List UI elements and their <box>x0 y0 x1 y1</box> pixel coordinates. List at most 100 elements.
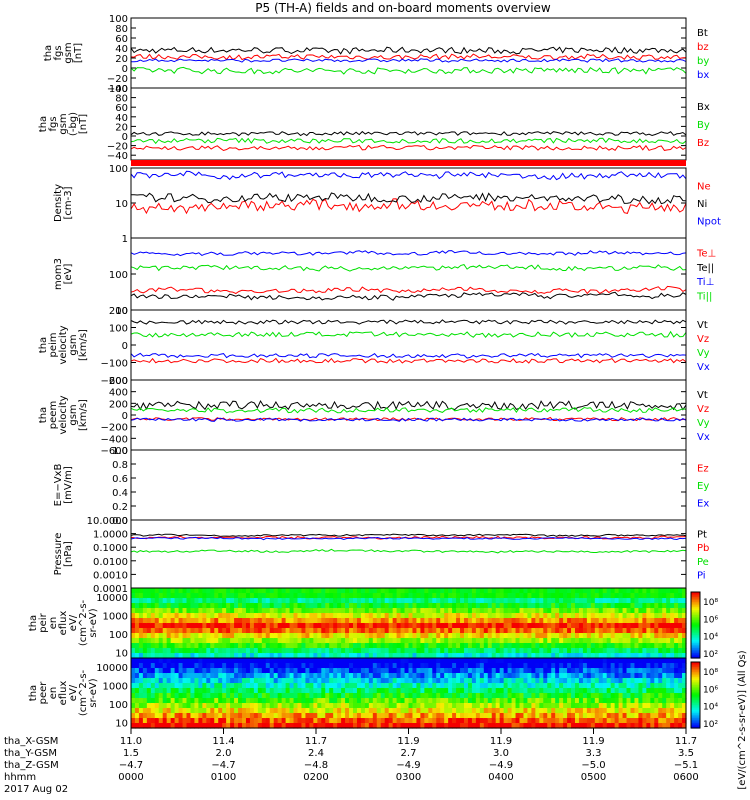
heatmap-cell <box>634 598 640 604</box>
heatmap-cell <box>539 633 544 639</box>
heatmap-cell <box>150 683 156 689</box>
heatmap-cell <box>337 608 342 614</box>
heatmap-cell <box>404 658 410 664</box>
heatmap-cell <box>186 683 192 689</box>
heatmap-cell <box>277 628 283 634</box>
heatmap-cell <box>269 593 275 599</box>
heatmap-cell <box>245 713 251 719</box>
heatmap-cell <box>360 588 366 594</box>
heatmap-cell <box>495 598 501 604</box>
heatmap-cell <box>353 633 358 639</box>
heatmap-cell <box>186 618 192 624</box>
heatmap-cell <box>507 708 513 714</box>
heatmap-cell <box>285 638 291 644</box>
heatmap-cell <box>590 663 596 669</box>
series-line-ne <box>130 198 687 215</box>
heatmap-cell <box>436 703 441 709</box>
heatmap-cell <box>606 643 612 649</box>
heatmap-cell <box>154 648 160 654</box>
heatmap-cell <box>539 703 544 709</box>
heatmap-cell <box>174 638 180 644</box>
xtick-label-y: 2.4 <box>308 748 324 759</box>
heatmap-cell <box>658 618 663 624</box>
heatmap-cell <box>178 613 184 619</box>
heatmap-cell <box>638 723 643 729</box>
heatmap-cell <box>567 588 572 594</box>
heatmap-cell <box>349 663 354 669</box>
heatmap-cell <box>646 653 651 659</box>
heatmap-cell <box>380 678 386 684</box>
heatmap-cell <box>670 613 675 619</box>
heatmap-cell <box>345 588 350 594</box>
heatmap-cell <box>456 588 461 594</box>
heatmap-cell <box>519 668 525 674</box>
heatmap-cell <box>345 613 350 619</box>
heatmap-cell <box>495 673 501 679</box>
heatmap-cell <box>170 723 176 729</box>
heatmap-cell <box>154 668 160 674</box>
heatmap-cell <box>349 598 354 604</box>
heatmap-cell <box>475 603 481 609</box>
heatmap-cell <box>578 593 584 599</box>
heatmap-cell <box>301 648 307 654</box>
heatmap-cell <box>345 658 350 664</box>
heatmap-cell <box>682 668 687 674</box>
heatmap-cell <box>507 638 513 644</box>
heatmap-cell <box>424 628 429 634</box>
heatmap-cell <box>261 688 267 694</box>
heatmap-cell <box>261 598 267 604</box>
heatmap-cell <box>202 683 207 689</box>
heatmap-cell <box>460 668 465 674</box>
heatmap-cell <box>380 723 386 729</box>
heatmap-cell <box>261 718 267 724</box>
heatmap-cell <box>436 693 441 699</box>
heatmap-cell <box>622 633 628 639</box>
heatmap-cell <box>349 628 354 634</box>
heatmap-cell <box>575 613 580 619</box>
heatmap-cell <box>594 698 600 704</box>
heatmap-cell <box>265 708 271 714</box>
heatmap-cell <box>487 698 493 704</box>
heatmap-cell <box>297 703 303 709</box>
colorbar-swatch <box>691 605 700 608</box>
heatmap-cell <box>460 598 465 604</box>
heatmap-cell <box>479 668 485 674</box>
heatmap-cell <box>440 663 445 669</box>
heatmap-cell <box>634 603 640 609</box>
heatmap-cell <box>428 673 433 679</box>
heatmap-cell <box>349 718 354 724</box>
heatmap-cell <box>325 718 330 724</box>
heatmap-cell <box>333 658 338 664</box>
heatmap-cell <box>178 688 184 694</box>
heatmap-cell <box>333 588 338 594</box>
heatmap-cell <box>142 648 148 654</box>
heatmap-cell <box>356 688 362 694</box>
heatmap-cell <box>567 613 572 619</box>
heatmap-cell <box>567 633 572 639</box>
heatmap-cell <box>571 703 576 709</box>
heatmap-cell <box>285 688 291 694</box>
heatmap-cell <box>190 628 196 634</box>
heatmap-cell <box>198 668 203 674</box>
heatmap-cell <box>218 668 223 674</box>
colorbar-swatch <box>691 703 700 706</box>
heatmap-cell <box>313 663 318 669</box>
heatmap-cell <box>317 633 322 639</box>
heatmap-cell <box>384 673 390 679</box>
heatmap-cell <box>226 608 231 614</box>
heatmap-cell <box>432 628 437 634</box>
heatmap-cell <box>479 618 485 624</box>
heatmap-cell <box>436 628 441 634</box>
heatmap-cell <box>440 588 445 594</box>
heatmap-cell <box>178 668 184 674</box>
ytick-label: 100 <box>109 270 128 281</box>
heatmap-cell <box>483 668 489 674</box>
heatmap-cell <box>626 593 632 599</box>
heatmap-cell <box>444 678 449 684</box>
heatmap-cell <box>606 633 612 639</box>
legend-label: Vx <box>697 362 710 373</box>
heatmap-cell <box>174 718 180 724</box>
heatmap-cell <box>479 628 485 634</box>
heatmap-cell <box>388 708 394 714</box>
heatmap-cell <box>408 603 414 609</box>
